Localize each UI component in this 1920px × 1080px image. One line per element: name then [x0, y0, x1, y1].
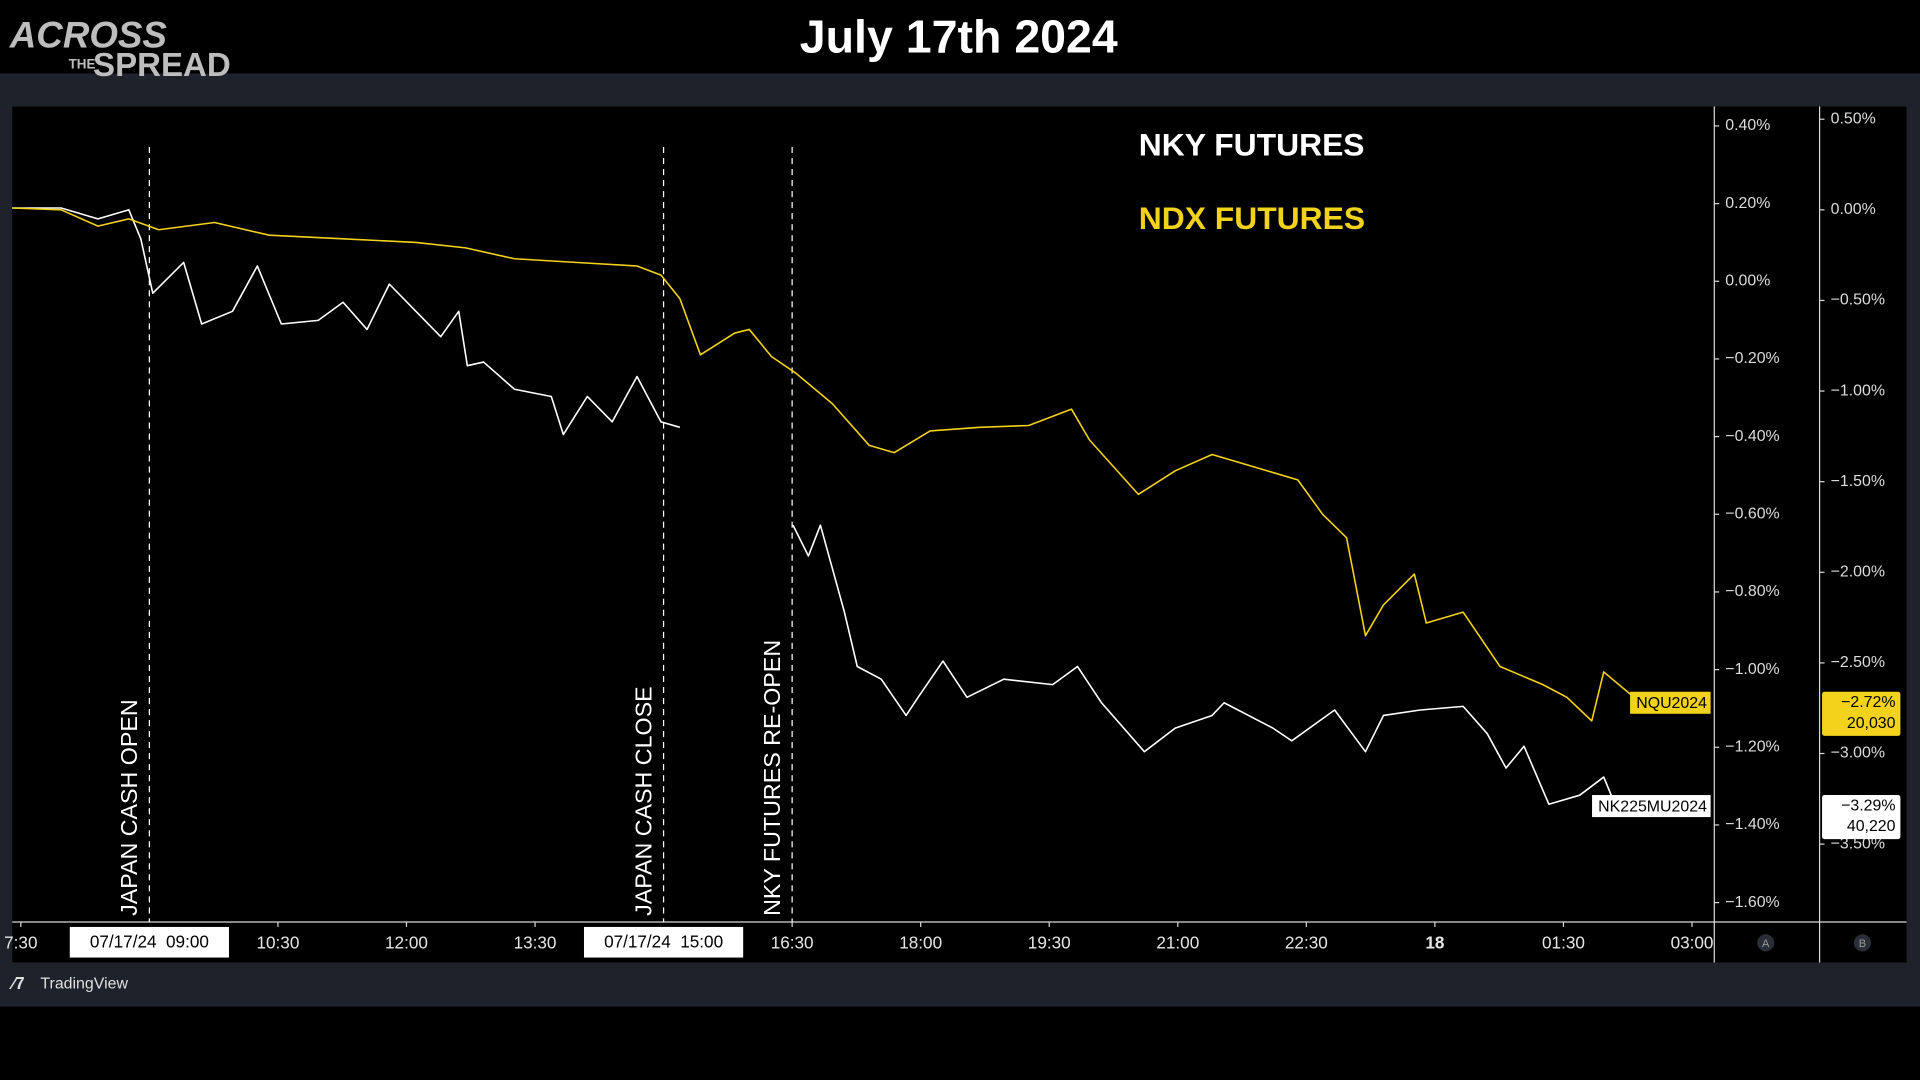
x-tick-label: 18	[1425, 933, 1444, 953]
y-tick-label: −0.40%	[1725, 428, 1779, 445]
logo-text: ACROSS	[9, 15, 168, 56]
x-highlight-box	[69, 926, 229, 958]
x-tick-label: 19:30	[1028, 933, 1071, 953]
y-tick-label: 0.20%	[1725, 195, 1770, 212]
y2-tick-label: −3.00%	[1831, 745, 1885, 762]
y-tick-label: −0.60%	[1725, 505, 1779, 522]
y2-tick-label: −2.00%	[1831, 563, 1885, 580]
x-tick-label: 03:00	[1671, 933, 1714, 953]
footer: ⁄7 TradingView	[8, 973, 128, 993]
last-value-label: −3.29%	[1841, 797, 1895, 814]
last-value-tag: NQU2024	[1630, 691, 1711, 714]
x-tick-label: 18:00	[899, 933, 942, 953]
last-value-tag: NK225MU2024	[1592, 795, 1711, 818]
axis-badge-label: A	[1762, 938, 1770, 950]
y2-tick-label: −1.50%	[1831, 473, 1885, 490]
series-line	[12, 207, 1642, 722]
y-tick-label: 0.40%	[1725, 117, 1770, 134]
x-tick-label: 10:30	[256, 933, 299, 953]
y-tick-label: −1.60%	[1725, 894, 1779, 911]
axis-badge-label: B	[1859, 938, 1866, 950]
y2-tick-label: −2.50%	[1831, 654, 1885, 671]
legend-entry: NDX FUTURES	[1139, 200, 1365, 236]
y-tick-label: −1.40%	[1725, 816, 1779, 833]
footer-icon: ⁄7	[8, 973, 24, 993]
logo: ACROSS THE SPREAD	[9, 15, 231, 84]
x-tick-label: 12:00	[385, 933, 428, 953]
x-highlight-label: 07/17/24 09:00	[90, 931, 209, 951]
event-label: NKY FUTURES RE-OPEN	[759, 640, 785, 916]
axis-badge	[1757, 934, 1775, 952]
x-tick-label: 01:30	[1542, 933, 1585, 953]
plot-background	[12, 106, 1907, 963]
y-tick-label: 0.00%	[1725, 272, 1770, 289]
axis-badge	[1853, 934, 1872, 952]
y2-tick-label: −1.00%	[1831, 382, 1885, 399]
logo-text: THE	[69, 56, 96, 71]
series-symbol-box	[1630, 691, 1711, 714]
x-tick-label: 22:30	[1285, 933, 1328, 953]
chart-title: July 17th 2024	[800, 11, 1118, 63]
event-label: JAPAN CASH OPEN	[116, 699, 142, 916]
series-symbol: NK225MU2024	[1598, 798, 1707, 815]
x-tick-label: 21:00	[1156, 933, 1199, 953]
y2-tick-label: −0.50%	[1831, 292, 1885, 309]
last-price-label: 40,220	[1847, 818, 1896, 835]
footer-brand: TradingView	[40, 976, 128, 993]
y2-tick-label: −3.50%	[1831, 835, 1885, 852]
y2-tick-label: 0.50%	[1831, 110, 1876, 127]
y-tick-label: −0.80%	[1725, 583, 1779, 600]
y-tick-label: −1.20%	[1725, 738, 1779, 755]
x-highlight-label: 07/17/24 15:00	[604, 931, 723, 951]
series-symbol-box	[1592, 795, 1711, 818]
event-label: JAPAN CASH CLOSE	[630, 686, 656, 916]
x-tick-label: 16:30	[771, 933, 814, 953]
y-tick-label: −1.00%	[1725, 661, 1779, 678]
x-tick-label: 13:30	[514, 933, 557, 953]
series-line	[12, 207, 1617, 807]
last-value-label: −2.72%	[1841, 694, 1895, 711]
last-value-box	[1822, 795, 1901, 840]
y2-tick-label: 0.00%	[1831, 201, 1876, 218]
series-symbol: NQU2024	[1636, 695, 1707, 712]
x-tick-label: 7:30	[4, 933, 37, 953]
legend-entry: NKY FUTURES	[1139, 126, 1365, 162]
last-price-label: 20,030	[1847, 715, 1896, 732]
x-highlight-box	[583, 926, 744, 958]
logo-text: SPREAD	[93, 47, 231, 84]
last-value-box	[1822, 691, 1901, 736]
y-tick-label: −0.20%	[1725, 350, 1779, 367]
